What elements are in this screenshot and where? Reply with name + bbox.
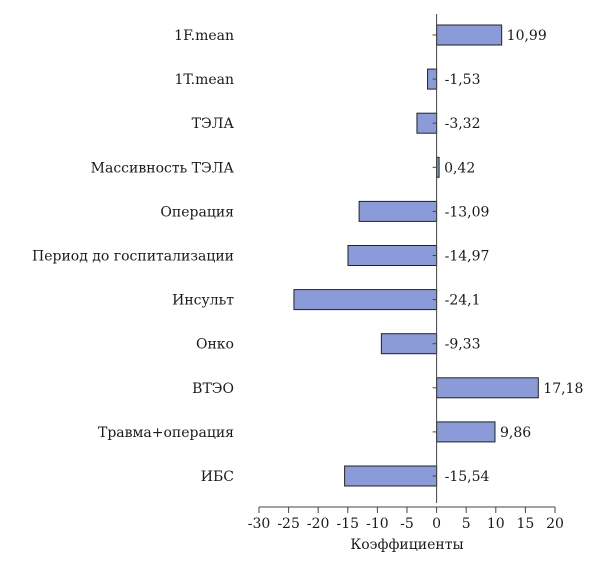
bar	[436, 24, 503, 46]
bars-group: 1F.mean 10,99 1T.mean -1,53 ТЭЛА -3,32 Массивн…	[32, 24, 583, 487]
value-label: 10,99	[507, 28, 547, 44]
category-label: Инсульт	[172, 293, 234, 309]
x-tick-label: 0	[432, 516, 441, 532]
bar	[436, 421, 496, 443]
category-label: Массивность ТЭЛА	[91, 160, 235, 176]
x-tick-label: -20	[307, 516, 330, 532]
category-label: ВТЭО	[192, 381, 234, 397]
category-label: Травма+операция	[98, 425, 234, 441]
value-label: -1,53	[445, 72, 481, 88]
category-label: Операция	[160, 204, 234, 220]
x-tick-label: -15	[337, 516, 360, 532]
x-tick-label: 15	[516, 516, 534, 532]
value-label: -13,09	[445, 204, 490, 220]
bar	[293, 289, 438, 311]
category-label: 1T.mean	[174, 72, 234, 88]
category-label: ТЭЛА	[192, 116, 235, 132]
x-tick-label: -25	[277, 516, 300, 532]
x-tick-label: -5	[400, 516, 414, 532]
value-label: -9,33	[445, 337, 481, 353]
value-label: 0,42	[444, 160, 475, 176]
x-tick-label: 5	[462, 516, 471, 532]
x-tick-label: 20	[546, 516, 564, 532]
value-label: -24,1	[445, 293, 481, 309]
bar	[436, 377, 539, 399]
x-axis-title: Коэффициенты	[350, 537, 463, 553]
value-label: -15,54	[445, 469, 490, 485]
bar	[358, 200, 438, 222]
x-tick-label: 10	[487, 516, 505, 532]
category-label: 1F.mean	[174, 28, 234, 44]
bar	[380, 333, 438, 355]
x-tick-label: -10	[366, 516, 389, 532]
value-label: 17,18	[543, 381, 583, 397]
value-label: 9,86	[500, 425, 531, 441]
x-tick-label: -30	[248, 516, 271, 532]
value-label: -14,97	[445, 249, 490, 265]
category-label: ИБС	[201, 469, 234, 485]
category-label: Период до госпитализации	[32, 249, 234, 265]
zero-axis-group	[432, 14, 438, 503]
bar	[347, 245, 438, 266]
value-label: -3,32	[445, 116, 481, 132]
category-label: Онко	[196, 337, 234, 353]
bar	[344, 465, 438, 487]
x-axis-group: -30 -25 -20 -15 -10 -5 0 5 10 15 20	[248, 506, 564, 532]
